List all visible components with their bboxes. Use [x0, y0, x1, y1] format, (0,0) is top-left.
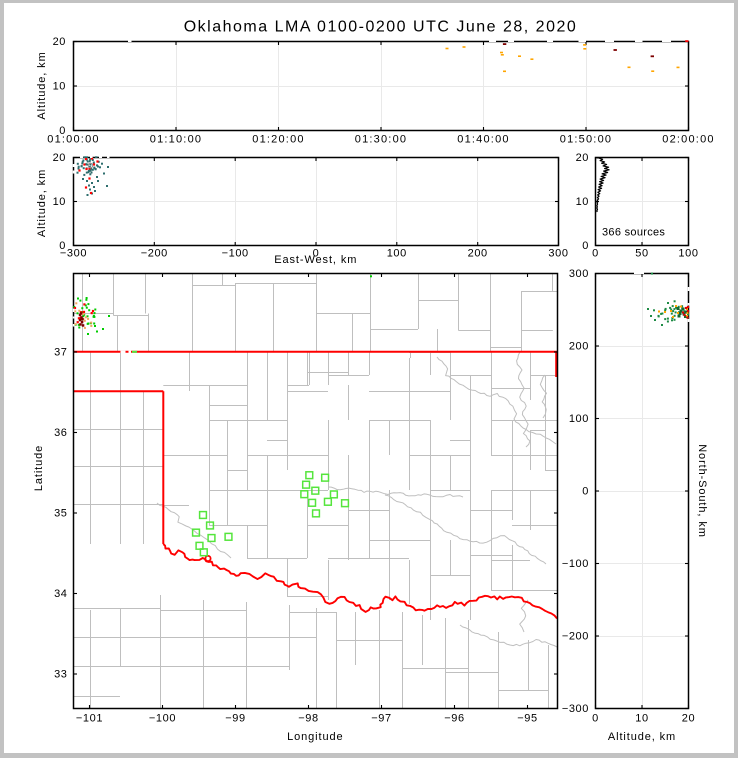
- svg-text:300: 300: [548, 248, 568, 260]
- svg-text:−96: −96: [444, 713, 464, 725]
- svg-text:02:00:00: 02:00:00: [662, 134, 714, 146]
- svg-text:01:40:00: 01:40:00: [457, 134, 509, 146]
- svg-text:100: 100: [569, 413, 589, 425]
- svg-text:−200: −200: [562, 631, 589, 643]
- svg-text:North-South, km: North-South, km: [696, 444, 708, 538]
- svg-text:Altitude, km: Altitude, km: [36, 169, 48, 237]
- svg-text:0: 0: [582, 486, 589, 498]
- svg-text:Altitude, km: Altitude, km: [608, 731, 676, 743]
- svg-text:−100: −100: [562, 558, 589, 570]
- svg-text:200: 200: [569, 341, 589, 353]
- svg-text:10: 10: [635, 713, 648, 725]
- svg-text:20: 20: [682, 713, 695, 725]
- svg-text:East-West, km: East-West, km: [274, 254, 357, 266]
- svg-text:01:30:00: 01:30:00: [355, 134, 407, 146]
- svg-text:10: 10: [576, 196, 589, 208]
- svg-text:01:00:00: 01:00:00: [47, 134, 99, 146]
- svg-text:−300: −300: [562, 703, 589, 715]
- svg-text:50: 50: [635, 248, 648, 260]
- svg-text:10: 10: [53, 196, 66, 208]
- svg-text:20: 20: [53, 152, 66, 164]
- svg-text:Oklahoma LMA 0100-0200 UTC Jun: Oklahoma LMA 0100-0200 UTC June 28, 2020: [184, 19, 578, 36]
- svg-text:36: 36: [54, 427, 67, 439]
- svg-text:20: 20: [53, 36, 66, 48]
- svg-text:−99: −99: [225, 713, 245, 725]
- svg-text:10: 10: [53, 81, 66, 93]
- svg-text:−100: −100: [222, 248, 249, 260]
- svg-text:100: 100: [387, 248, 407, 260]
- svg-text:37: 37: [54, 347, 67, 359]
- svg-text:35: 35: [54, 508, 67, 520]
- svg-text:Latitude: Latitude: [33, 445, 45, 491]
- svg-text:01:20:00: 01:20:00: [252, 134, 304, 146]
- svg-text:−100: −100: [149, 713, 176, 725]
- svg-text:200: 200: [468, 248, 488, 260]
- svg-text:Altitude, km: Altitude, km: [36, 51, 48, 119]
- svg-text:−300: −300: [60, 248, 87, 260]
- svg-text:0: 0: [592, 713, 599, 725]
- svg-text:300: 300: [569, 268, 589, 280]
- svg-text:0: 0: [313, 248, 320, 260]
- svg-text:Longitude: Longitude: [287, 731, 343, 743]
- svg-text:33: 33: [54, 669, 67, 681]
- svg-text:01:50:00: 01:50:00: [560, 134, 612, 146]
- svg-text:−97: −97: [371, 713, 391, 725]
- svg-text:−101: −101: [76, 713, 103, 725]
- svg-text:366 sources: 366 sources: [602, 227, 665, 239]
- svg-text:−98: −98: [298, 713, 318, 725]
- svg-text:0: 0: [59, 125, 66, 137]
- svg-text:0: 0: [592, 248, 599, 260]
- svg-text:0: 0: [59, 240, 66, 252]
- svg-text:100: 100: [678, 248, 698, 260]
- svg-text:01:10:00: 01:10:00: [150, 134, 202, 146]
- svg-text:20: 20: [576, 152, 589, 164]
- svg-text:−95: −95: [517, 713, 537, 725]
- svg-text:34: 34: [54, 588, 67, 600]
- svg-text:−200: −200: [141, 248, 168, 260]
- svg-text:0: 0: [582, 240, 589, 252]
